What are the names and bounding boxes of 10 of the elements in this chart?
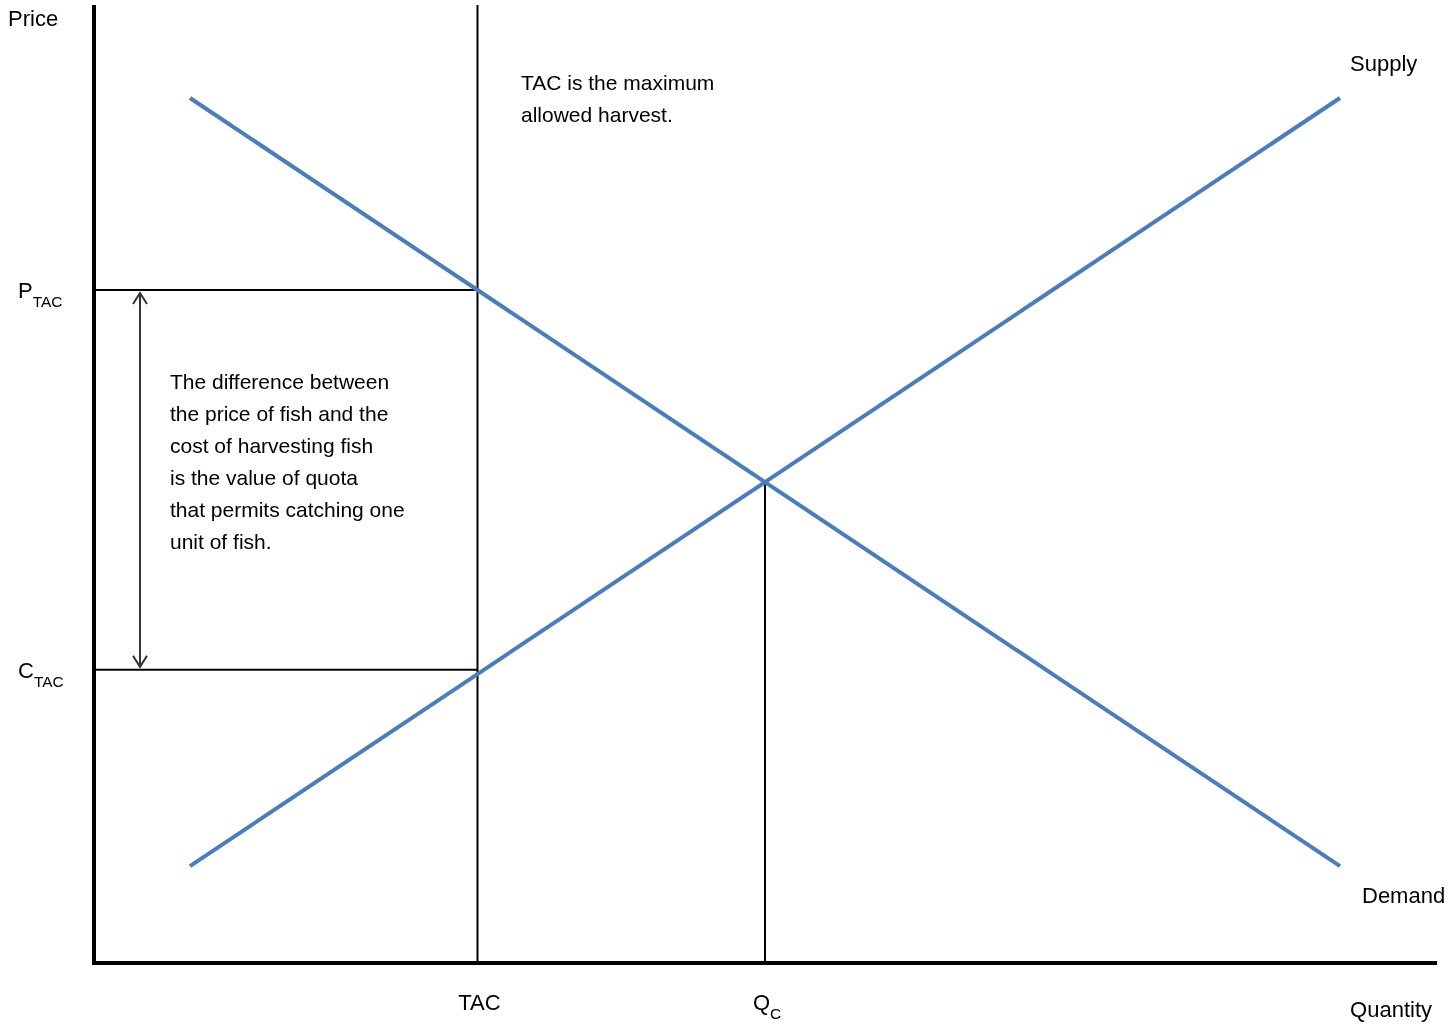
ref-line-label: C$_{TAC}$: [18, 657, 64, 690]
series-label: Demand: [1362, 883, 1446, 909]
annotation: The difference between the price of fish and the cost of harvesting fish is the value of quota that permits catching one unit of fish.: [170, 370, 405, 553]
ref-line-label: P$_{TAC}$: [18, 278, 63, 310]
series-label: Supply: [1350, 51, 1418, 76]
y-axis-title: Price: [8, 6, 59, 31]
x-tick-label: Q$_{C}$: [752, 990, 782, 1022]
x-tick-label: TAC: [458, 990, 501, 1015]
annotation: TAC is the maximum allowed harvest.: [521, 71, 715, 126]
x-axis-title: Quantity: [1350, 997, 1432, 1022]
